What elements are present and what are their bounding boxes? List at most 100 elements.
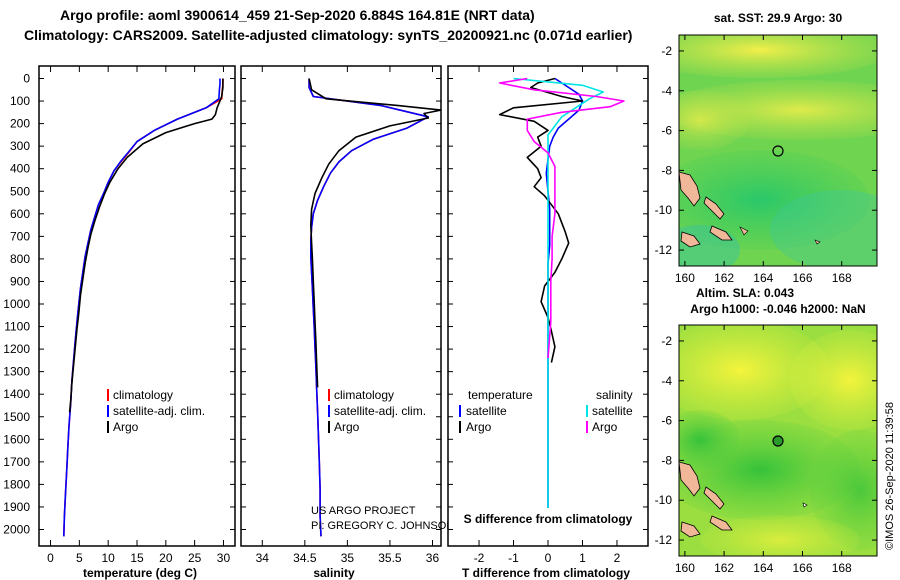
lon-tick-label: 160	[675, 561, 695, 575]
lat-tick-label: -8	[661, 163, 672, 177]
lat-tick-label: -2	[661, 44, 672, 58]
depth-tick-label: 1200	[3, 342, 30, 356]
sst-map-frame	[678, 34, 878, 267]
legend-salinity-title: salinity	[596, 388, 633, 402]
credit-project: US ARGO PROJECT	[311, 505, 416, 517]
depth-tick-label: 900	[10, 274, 30, 288]
lon-tick-label: 168	[832, 561, 852, 575]
sla-map-title-1: Altim. SLA: 0.043	[696, 286, 794, 300]
legend-temperature-title: temperature	[468, 388, 533, 402]
t-difference-label: T difference from climatology	[462, 566, 630, 580]
depth-tick-label: 400	[10, 162, 30, 176]
legend-s-satellite-swatch	[586, 405, 588, 417]
lon-tick-label: 166	[792, 561, 812, 575]
salinity-plot-frame	[240, 65, 442, 547]
x-tick-label: -2	[474, 551, 485, 565]
depth-tick-label: 1600	[3, 432, 30, 446]
series-line-satellite-adj-clim-	[63, 78, 221, 537]
series-line-temperature-argo	[498, 77, 584, 363]
depth-tick-label: 1900	[3, 500, 30, 514]
lat-tick-label: -6	[661, 124, 672, 138]
salinity-x-label: salinity	[313, 566, 355, 580]
temperature-legend: climatology satellite-adj. clim. Argo	[107, 388, 205, 434]
credit-pi: PI: GREGORY C. JOHNSON	[311, 520, 454, 532]
sst-map-lon-axis: 160 162 164 166 168	[675, 35, 852, 285]
argo-position-marker-sla	[772, 435, 784, 447]
sal-legend-climatology-swatch	[328, 389, 330, 401]
imos-timestamp: ©IMOS 26-Sep-2020 11:39:58	[884, 402, 896, 550]
temperature-panel: 0100200300400500600700800900100011001200…	[3, 65, 236, 580]
sal-legend-argo-swatch	[328, 421, 330, 433]
argo-position-marker	[772, 145, 784, 157]
lat-tick-label: -4	[661, 374, 672, 388]
depth-axis: 0 100 200 300 400 500 600 700 800 900 1000 1100 1200…	[3, 72, 235, 537]
depth-tick-label: 1100	[4, 320, 30, 334]
temperature-x-axis: 0 5 10 15 20 25 30	[47, 66, 230, 565]
x-tick-label: -1	[508, 551, 519, 565]
sst-map: sat. SST: 29.9 Argo: 30 -2 -4 -6 -8 -10 -12 1…	[655, 11, 878, 285]
x-tick-label: 0	[47, 551, 54, 565]
temperature-x-label: temperature (deg C)	[83, 566, 197, 580]
legend-t-satellite-label: satellite	[466, 404, 507, 418]
s-diff-label-bg	[458, 508, 638, 540]
sla-map-lon-axis: 160 162 164 166 168	[675, 325, 852, 575]
legend-climatology-swatch	[107, 389, 109, 401]
depth-tick-label: 500	[10, 184, 30, 198]
legend-s-argo-swatch	[586, 421, 588, 433]
x-tick-label: 1	[579, 551, 586, 565]
depth-tick-label: 1800	[3, 477, 30, 491]
series-line-argo	[68, 78, 224, 413]
salinity-depth-ticks	[241, 78, 441, 530]
sal-legend-satellite-swatch	[328, 405, 330, 417]
lon-tick-label: 166	[792, 271, 812, 285]
x-tick-label: 35	[341, 551, 355, 565]
sst-map-image	[679, 35, 877, 266]
depth-tick-label: 1000	[3, 297, 30, 311]
lat-tick-label: -10	[655, 203, 673, 217]
lon-tick-label: 168	[832, 271, 852, 285]
x-tick-label: 10	[101, 551, 115, 565]
legend-s-satellite-label: satellite	[592, 404, 633, 418]
lat-tick-label: -12	[655, 243, 673, 257]
depth-tick-label: 1700	[3, 455, 30, 469]
depth-tick-label: 1500	[3, 410, 30, 424]
lat-tick-label: -8	[661, 453, 672, 467]
sal-legend-climatology-label: climatology	[334, 388, 394, 402]
sal-legend-argo-label: Argo	[334, 420, 360, 434]
s-difference-label: S difference from climatology	[464, 512, 633, 526]
difference-legend: temperature salinity satellite Argo sate…	[459, 388, 633, 434]
legend-t-argo-label: Argo	[466, 420, 492, 434]
salinity-legend: climatology satellite-adj. clim. Argo	[328, 388, 426, 434]
legend-satellite-swatch	[107, 405, 109, 417]
depth-tick-label: 800	[10, 252, 30, 266]
header-title-line1: Argo profile: aoml 3900614_459 21-Sep-20…	[60, 7, 535, 23]
depth-tick-label: 600	[10, 207, 30, 221]
lon-tick-label: 162	[714, 561, 734, 575]
x-tick-label: 5	[76, 551, 83, 565]
x-tick-label: 34	[256, 551, 270, 565]
legend-climatology-label: climatology	[113, 388, 173, 402]
difference-depth-ticks	[448, 78, 648, 530]
x-tick-label: 35.5	[378, 551, 402, 565]
salinity-profiles	[308, 78, 441, 537]
series-line-salinity-satellite	[513, 77, 605, 537]
x-tick-label: 34.5	[293, 551, 317, 565]
sla-map-lat-axis: -2 -4 -6 -8 -10 -12	[655, 334, 877, 547]
depth-tick-label: 1400	[3, 387, 30, 401]
lon-tick-label: 160	[675, 271, 695, 285]
temperature-profiles	[63, 78, 224, 537]
legend-argo-swatch	[107, 421, 109, 433]
x-tick-label: 2	[614, 551, 621, 565]
x-tick-label: 36	[426, 551, 440, 565]
lat-tick-label: -12	[655, 533, 673, 547]
depth-tick-label: 100	[10, 94, 30, 108]
depth-tick-label: 0	[23, 72, 30, 86]
header-title-line2: Climatology: CARS2009. Satellite-adjuste…	[24, 27, 632, 43]
difference-x-axis: -2 -1 0 1 2	[474, 66, 621, 565]
difference-profiles	[498, 77, 625, 537]
series-line-salinity-argo	[498, 77, 625, 359]
lat-tick-label: -4	[661, 84, 672, 98]
salinity-panel: 34 34.5 35 35.5 36 salinity climatology sate…	[240, 65, 454, 580]
sal-legend-satellite-label: satellite-adj. clim.	[334, 404, 426, 418]
